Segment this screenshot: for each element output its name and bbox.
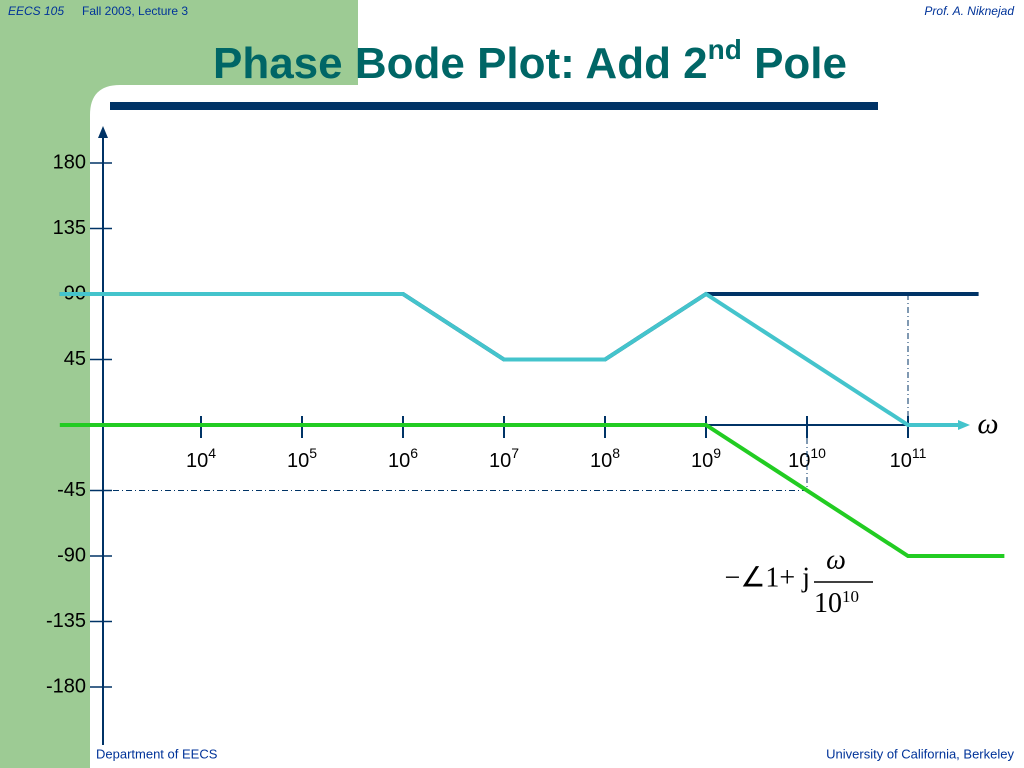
slide-title: Phase Bode Plot: Add 2nd Pole [213,34,847,87]
x-tick-base: 10 [691,450,713,472]
x-tick-base: 10 [489,450,511,472]
title-text: Phase Bode Plot: Add 2 [213,39,708,88]
x-tick-base: 10 [890,450,912,472]
y-tick-label: -180 [46,675,86,697]
formula-denominator: 1010 [814,587,859,620]
x-tick-base: 10 [788,450,810,472]
y-tick-label: 135 [53,217,86,239]
y-tick-label: 45 [64,348,86,370]
formula-numerator: ω [826,544,846,575]
footer-left: Department of EECS [96,746,218,761]
denominator-sup: 10 [842,587,859,606]
formula-prefix: −∠1+ j [725,562,810,593]
title-rule [110,102,878,110]
x-tick-label: 1011 [890,445,927,473]
x-tick-sup: 11 [912,445,927,461]
title-sup: nd [708,34,742,65]
x-tick-base: 10 [590,450,612,472]
y-tick-label: 180 [53,151,86,173]
x-tick-sup: 9 [713,445,721,461]
x-tick-sup: 6 [410,445,418,461]
y-arrow [98,126,108,138]
x-tick-base: 10 [287,450,309,472]
y-tick-label: -135 [46,610,86,632]
x-tick-label: 105 [287,445,317,473]
course: EECS 105 [8,4,64,18]
x-tick-sup: 8 [612,445,620,461]
x-tick-label: 1010 [788,445,826,473]
y-tick-label: -90 [57,544,86,566]
x-tick-label: 104 [186,445,216,473]
series-line [59,292,979,362]
denominator-base: 10 [814,588,842,619]
series-line [59,423,1005,558]
x-tick-sup: 5 [309,445,317,461]
x-tick-label: 106 [388,445,418,473]
x-tick-label: 109 [691,445,721,473]
x-arrow [958,420,970,430]
x-tick-sup: 4 [208,445,216,461]
x-tick-base: 10 [388,450,410,472]
x-tick-label: 108 [590,445,620,473]
author: Prof. A. Niknejad [924,4,1014,18]
series-line [59,291,963,427]
x-tick-base: 10 [186,450,208,472]
footer-right: University of California, Berkeley [826,746,1014,761]
x-tick-sup: 7 [511,445,519,461]
formula: −∠1+ j ω 1010 [725,544,873,619]
title-tail: Pole [742,39,847,88]
top-band [0,0,358,768]
x-axis-label: ω [977,407,998,440]
y-tick-label: -45 [57,479,86,501]
x-tick-label: 107 [489,445,519,473]
term: Fall 2003, Lecture 3 [82,4,188,18]
x-tick-sup: 10 [810,445,826,461]
